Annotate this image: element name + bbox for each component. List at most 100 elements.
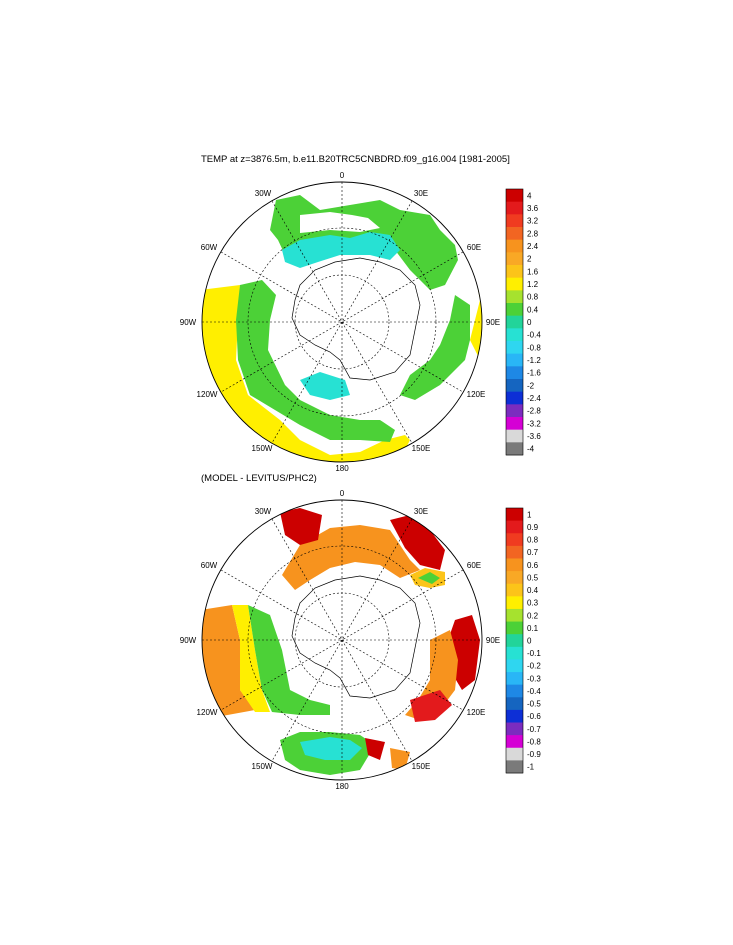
colorbar-label: -0.8 (527, 343, 541, 352)
colorbar-label: 0.5 (527, 573, 539, 582)
colorbar-swatch (506, 571, 523, 585)
colorbar-label: 1.2 (527, 280, 539, 289)
colorbar-label: -0.6 (527, 712, 541, 721)
colorbar-border (505, 507, 524, 774)
colorbar-swatch (506, 709, 523, 723)
lon-label: 120W (197, 390, 218, 399)
colorbar-label: -0.7 (527, 725, 541, 734)
fill-orange-west (202, 605, 255, 720)
lon-label: 30E (414, 189, 428, 198)
lon-labels-bottom: 0 30E 60E 90E 120E 150E 180 150W 120W 90… (180, 489, 500, 791)
colorbar-swatch (506, 442, 523, 456)
colorbar-swatch (506, 379, 523, 393)
mask-north (300, 212, 380, 233)
colorbar-label: -2.4 (527, 394, 541, 403)
fill-green-northeast (418, 572, 440, 584)
colorbar-label: 0.4 (527, 305, 539, 314)
map-border-top (201, 181, 483, 463)
colorbar-label: 0.8 (527, 293, 539, 302)
colorbar-label: 2.4 (527, 242, 539, 251)
colorbar-label: 0.8 (527, 536, 539, 545)
lon-label: 0 (340, 489, 345, 498)
colorbar-label: -2 (527, 381, 535, 390)
colorbar-swatch (506, 722, 523, 736)
colorbar-label: -3.6 (527, 432, 541, 441)
lon-label: 150E (412, 444, 431, 453)
colorbar-swatch (506, 404, 523, 418)
lon-label: 30E (414, 507, 428, 516)
lon-label: 90W (180, 318, 197, 327)
colorbar-swatch (506, 366, 523, 380)
colorbar-label: -3.2 (527, 419, 541, 428)
colorbar-swatch (506, 583, 523, 597)
lon-label: 120W (197, 708, 218, 717)
lon-label: 60W (201, 561, 218, 570)
lon-label: 120E (467, 708, 486, 717)
lon-label: 60E (467, 561, 481, 570)
colorbar-label: 0.4 (527, 586, 539, 595)
colorbar-label: 4 (527, 191, 532, 200)
colorbar-swatch (506, 672, 523, 686)
lon-label: 150W (252, 444, 273, 453)
map-border-bottom (201, 499, 483, 781)
lon-label: 150W (252, 762, 273, 771)
colorbar-swatch (506, 429, 523, 443)
lon-label: 30W (255, 189, 272, 198)
panel-title-bottom: (MODEL - LEVITUS/PHC2) (201, 473, 317, 484)
colorbar-label: 0.7 (527, 548, 539, 557)
colorbar-label: 0.9 (527, 523, 539, 532)
colorbar-label: 0.3 (527, 599, 539, 608)
colorbar-label: -0.4 (527, 687, 541, 696)
colorbar-label: 2.8 (527, 229, 539, 238)
map-top: 0 30E 60E 90E 120E 150E 180 150W 120W 90… (180, 171, 542, 473)
colorbar-swatch (506, 252, 523, 266)
colorbar-label: -2.8 (527, 407, 541, 416)
fill-orange-south (390, 748, 410, 770)
colorbar-swatch (506, 747, 523, 761)
fill-cyan-south (300, 372, 350, 400)
colorbar-swatch (506, 659, 523, 673)
colorbar-label: -4 (527, 445, 535, 454)
lon-label: 30W (255, 507, 272, 516)
colorbar-swatch (506, 621, 523, 635)
lon-label: 90E (486, 636, 500, 645)
colorbar-swatch (506, 201, 523, 215)
lon-label: 60W (201, 243, 218, 252)
colorbar-swatch (506, 608, 523, 622)
colorbar-label: -0.1 (527, 649, 541, 658)
colorbar-label: 3.6 (527, 204, 539, 213)
graticule-bottom (202, 500, 482, 780)
lon-label: 90W (180, 636, 197, 645)
fill-green-west (248, 605, 330, 715)
colorbar-swatch (506, 227, 523, 241)
colorbar-swatch (506, 353, 523, 367)
colorbar-label: -0.3 (527, 674, 541, 683)
lon-label: 90E (486, 318, 500, 327)
colorbar-border (505, 188, 524, 456)
fill-cyan-south (300, 737, 362, 760)
antarctica-top (291, 257, 421, 381)
colorbar-label: -1 (527, 763, 535, 772)
fill-red-northwest (280, 508, 322, 545)
colorbar-swatch (506, 417, 523, 431)
colorbar-label: 2 (527, 255, 532, 264)
colorbar-label: 0 (527, 318, 532, 327)
colorbar-swatch (506, 760, 523, 774)
colorbar-swatch (506, 315, 523, 329)
colorbar-swatch (506, 341, 523, 355)
lon-label: 0 (340, 171, 345, 180)
colorbar-label: 0.1 (527, 624, 539, 633)
colorbar-swatch (506, 520, 523, 534)
colorbar-label: -0.2 (527, 662, 541, 671)
colorbar-swatch (506, 684, 523, 698)
colorbar-swatch (506, 303, 523, 317)
antarctica-bottom (291, 575, 421, 699)
colorbar-label: 0.2 (527, 611, 539, 620)
colorbar-label: -0.4 (527, 331, 541, 340)
colorbar-label: -0.9 (527, 750, 541, 759)
lon-label: 150E (412, 762, 431, 771)
map-bottom: 0 30E 60E 90E 120E 150E 180 150W 120W 90… (180, 489, 542, 791)
colorbar-label: 1.6 (527, 267, 539, 276)
fill-yellow-west (202, 285, 410, 462)
fill-cyan-north (282, 232, 400, 268)
